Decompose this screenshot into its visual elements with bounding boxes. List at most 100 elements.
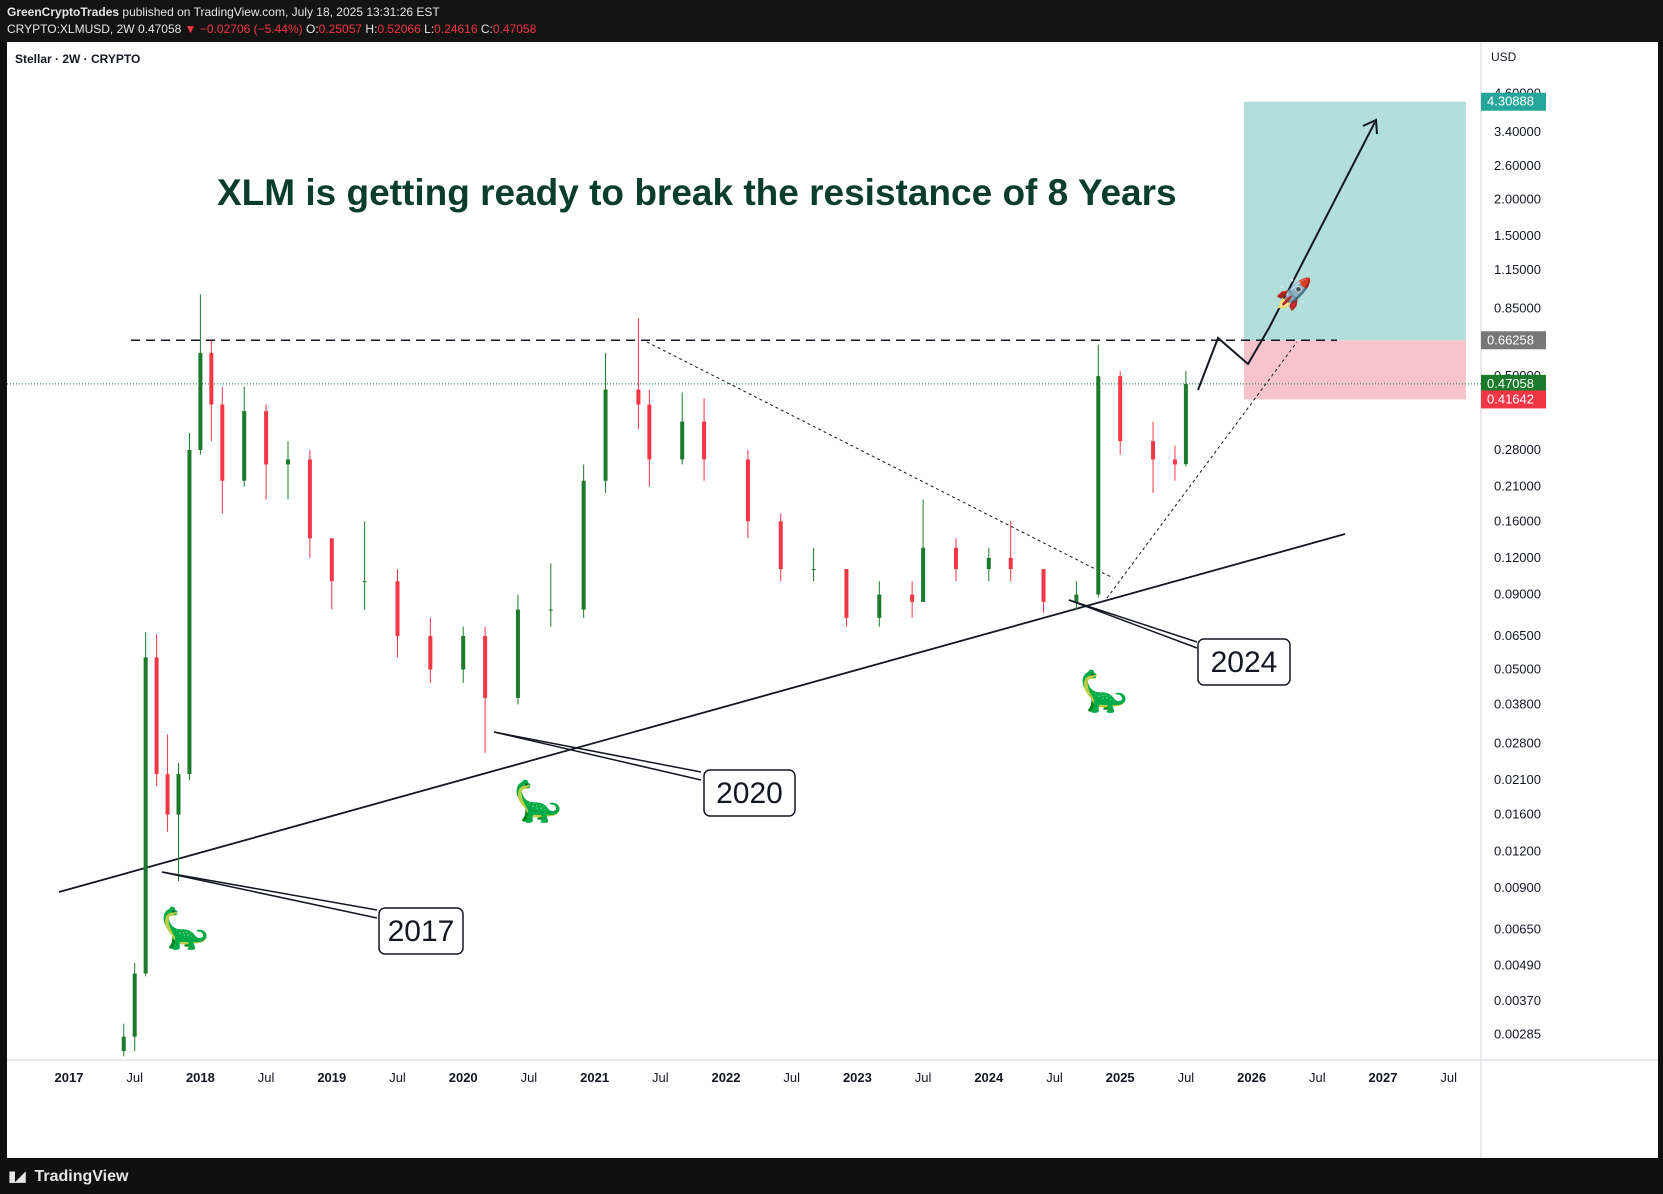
price-chart[interactable]: USD4.600003.400002.600002.000001.500001.… — [7, 42, 1658, 1158]
y-tick-label: 0.16000 — [1494, 513, 1541, 528]
callout-line — [1068, 599, 1198, 649]
y-tick-label: 0.01600 — [1494, 807, 1541, 822]
candle-body — [143, 657, 148, 974]
x-tick-label: Jul — [126, 1070, 143, 1085]
low-label: L: — [424, 22, 435, 36]
price-tag-target — [1481, 92, 1546, 111]
y-tick-label: 0.00285 — [1494, 1026, 1541, 1041]
candle-body — [844, 569, 849, 618]
target-arrow — [1268, 121, 1376, 329]
high-value: 0.52066 — [377, 22, 421, 36]
candle-body — [986, 557, 991, 570]
close-value: 0.47058 — [492, 22, 537, 36]
currency-label: USD — [1491, 50, 1517, 64]
descending-trendline — [646, 341, 1114, 579]
candle-body — [329, 538, 334, 582]
candle-body — [1183, 383, 1188, 465]
y-tick-label: 2.60000 — [1494, 158, 1541, 173]
y-tick-label: 1.50000 — [1494, 228, 1541, 243]
tradingview-icon: ▮◢ — [8, 1168, 26, 1185]
publish-info: published on TradingView.com, July 18, 2… — [122, 5, 440, 19]
candle-body — [603, 389, 608, 481]
x-tick-label: Jul — [1046, 1070, 1063, 1085]
callout-line — [1068, 599, 1198, 643]
price-tag-value: 0.41642 — [1487, 391, 1534, 406]
publish-header: GreenCryptoTrades published on TradingVi… — [0, 0, 1663, 42]
x-tick-label: 2020 — [449, 1070, 478, 1085]
price-tag-resistance — [1481, 331, 1546, 350]
stop-zone — [1244, 340, 1466, 400]
y-tick-label: 0.00370 — [1494, 993, 1541, 1008]
candle-body — [647, 404, 652, 460]
x-tick-label: Jul — [521, 1070, 538, 1085]
candle-body — [154, 657, 159, 775]
candle-body — [187, 450, 192, 775]
callout-box — [703, 769, 796, 817]
candle-body — [209, 352, 214, 405]
y-tick-label: 0.12000 — [1494, 550, 1541, 565]
y-tick-label: 0.00490 — [1494, 957, 1541, 972]
candle-body — [176, 774, 181, 815]
price-tag-value: 0.47058 — [1487, 376, 1534, 391]
arrow-head — [1362, 118, 1378, 135]
candle-body — [428, 636, 433, 670]
candle-body — [1096, 376, 1101, 595]
author-name[interactable]: GreenCryptoTrades — [7, 5, 120, 19]
high-label: H: — [365, 22, 378, 36]
y-tick-label: 0.01200 — [1494, 843, 1541, 858]
candle-body — [1151, 441, 1156, 460]
y-tick-label: 0.00650 — [1494, 921, 1541, 936]
target-zone — [1244, 101, 1466, 341]
candle-body — [198, 352, 203, 450]
candle-body — [778, 521, 783, 570]
candle-body — [307, 459, 312, 539]
x-tick-label: 2021 — [580, 1070, 609, 1085]
candle-body — [581, 480, 586, 610]
candle-body — [877, 594, 882, 618]
ohlc-line: CRYPTO:XLMUSD, 2W 0.47058 ▼ −0.02706 (−5… — [7, 22, 536, 36]
dinosaur-icon: 🦕 — [1079, 668, 1129, 714]
brand-name: TradingView — [34, 1168, 129, 1185]
x-tick-label: Jul — [652, 1070, 669, 1085]
x-tick-label: 2024 — [974, 1070, 1004, 1085]
x-tick-label: Jul — [258, 1070, 275, 1085]
candle-body — [165, 774, 170, 815]
callout-line — [161, 871, 378, 919]
x-tick-label: 2025 — [1106, 1070, 1135, 1085]
candle-body — [132, 973, 137, 1037]
ascending-projection — [1106, 341, 1298, 599]
y-tick-label: 0.02800 — [1494, 735, 1541, 750]
candle-body — [910, 594, 915, 602]
candle-body — [680, 421, 685, 460]
callout-line — [493, 731, 702, 773]
x-tick-label: Jul — [783, 1070, 800, 1085]
x-tick-label: 2017 — [55, 1070, 84, 1085]
x-tick-label: Jul — [915, 1070, 932, 1085]
x-tick-label: 2027 — [1369, 1070, 1398, 1085]
chart-legend: Stellar · 2W · CRYPTO — [15, 52, 141, 66]
footer-bar: ▮◢ TradingView — [0, 1158, 1663, 1194]
price-change: −0.02706 (−5.44%) — [199, 22, 303, 36]
y-tick-label: 0.02100 — [1494, 772, 1541, 787]
chart-area[interactable]: USD4.600003.400002.600002.000001.500001.… — [7, 42, 1658, 1158]
publish-line: GreenCryptoTrades published on TradingVi… — [7, 5, 440, 19]
x-tick-label: Jul — [1440, 1070, 1457, 1085]
x-tick-label: Jul — [389, 1070, 406, 1085]
y-tick-label: 0.28000 — [1494, 442, 1541, 457]
candle-body — [362, 581, 367, 583]
dinosaur-icon: 🦕 — [160, 905, 210, 951]
tradingview-logo[interactable]: ▮◢ TradingView — [8, 1167, 128, 1186]
candle-body — [1008, 557, 1013, 570]
down-triangle-icon: ▼ — [184, 22, 197, 36]
candle-body — [953, 547, 958, 570]
candle-body — [1041, 569, 1046, 602]
chart-headline: XLM is getting ready to break the resist… — [217, 172, 1177, 213]
symbol-label: CRYPTO:XLMUSD, 2W — [7, 22, 135, 36]
callout-box — [378, 907, 464, 955]
candle-body — [1172, 459, 1177, 465]
y-tick-label: 0.00900 — [1494, 880, 1541, 895]
y-tick-label: 0.03800 — [1494, 696, 1541, 711]
candle-body — [395, 581, 400, 637]
x-tick-label: 2018 — [186, 1070, 215, 1085]
x-tick-label: Jul — [1178, 1070, 1195, 1085]
